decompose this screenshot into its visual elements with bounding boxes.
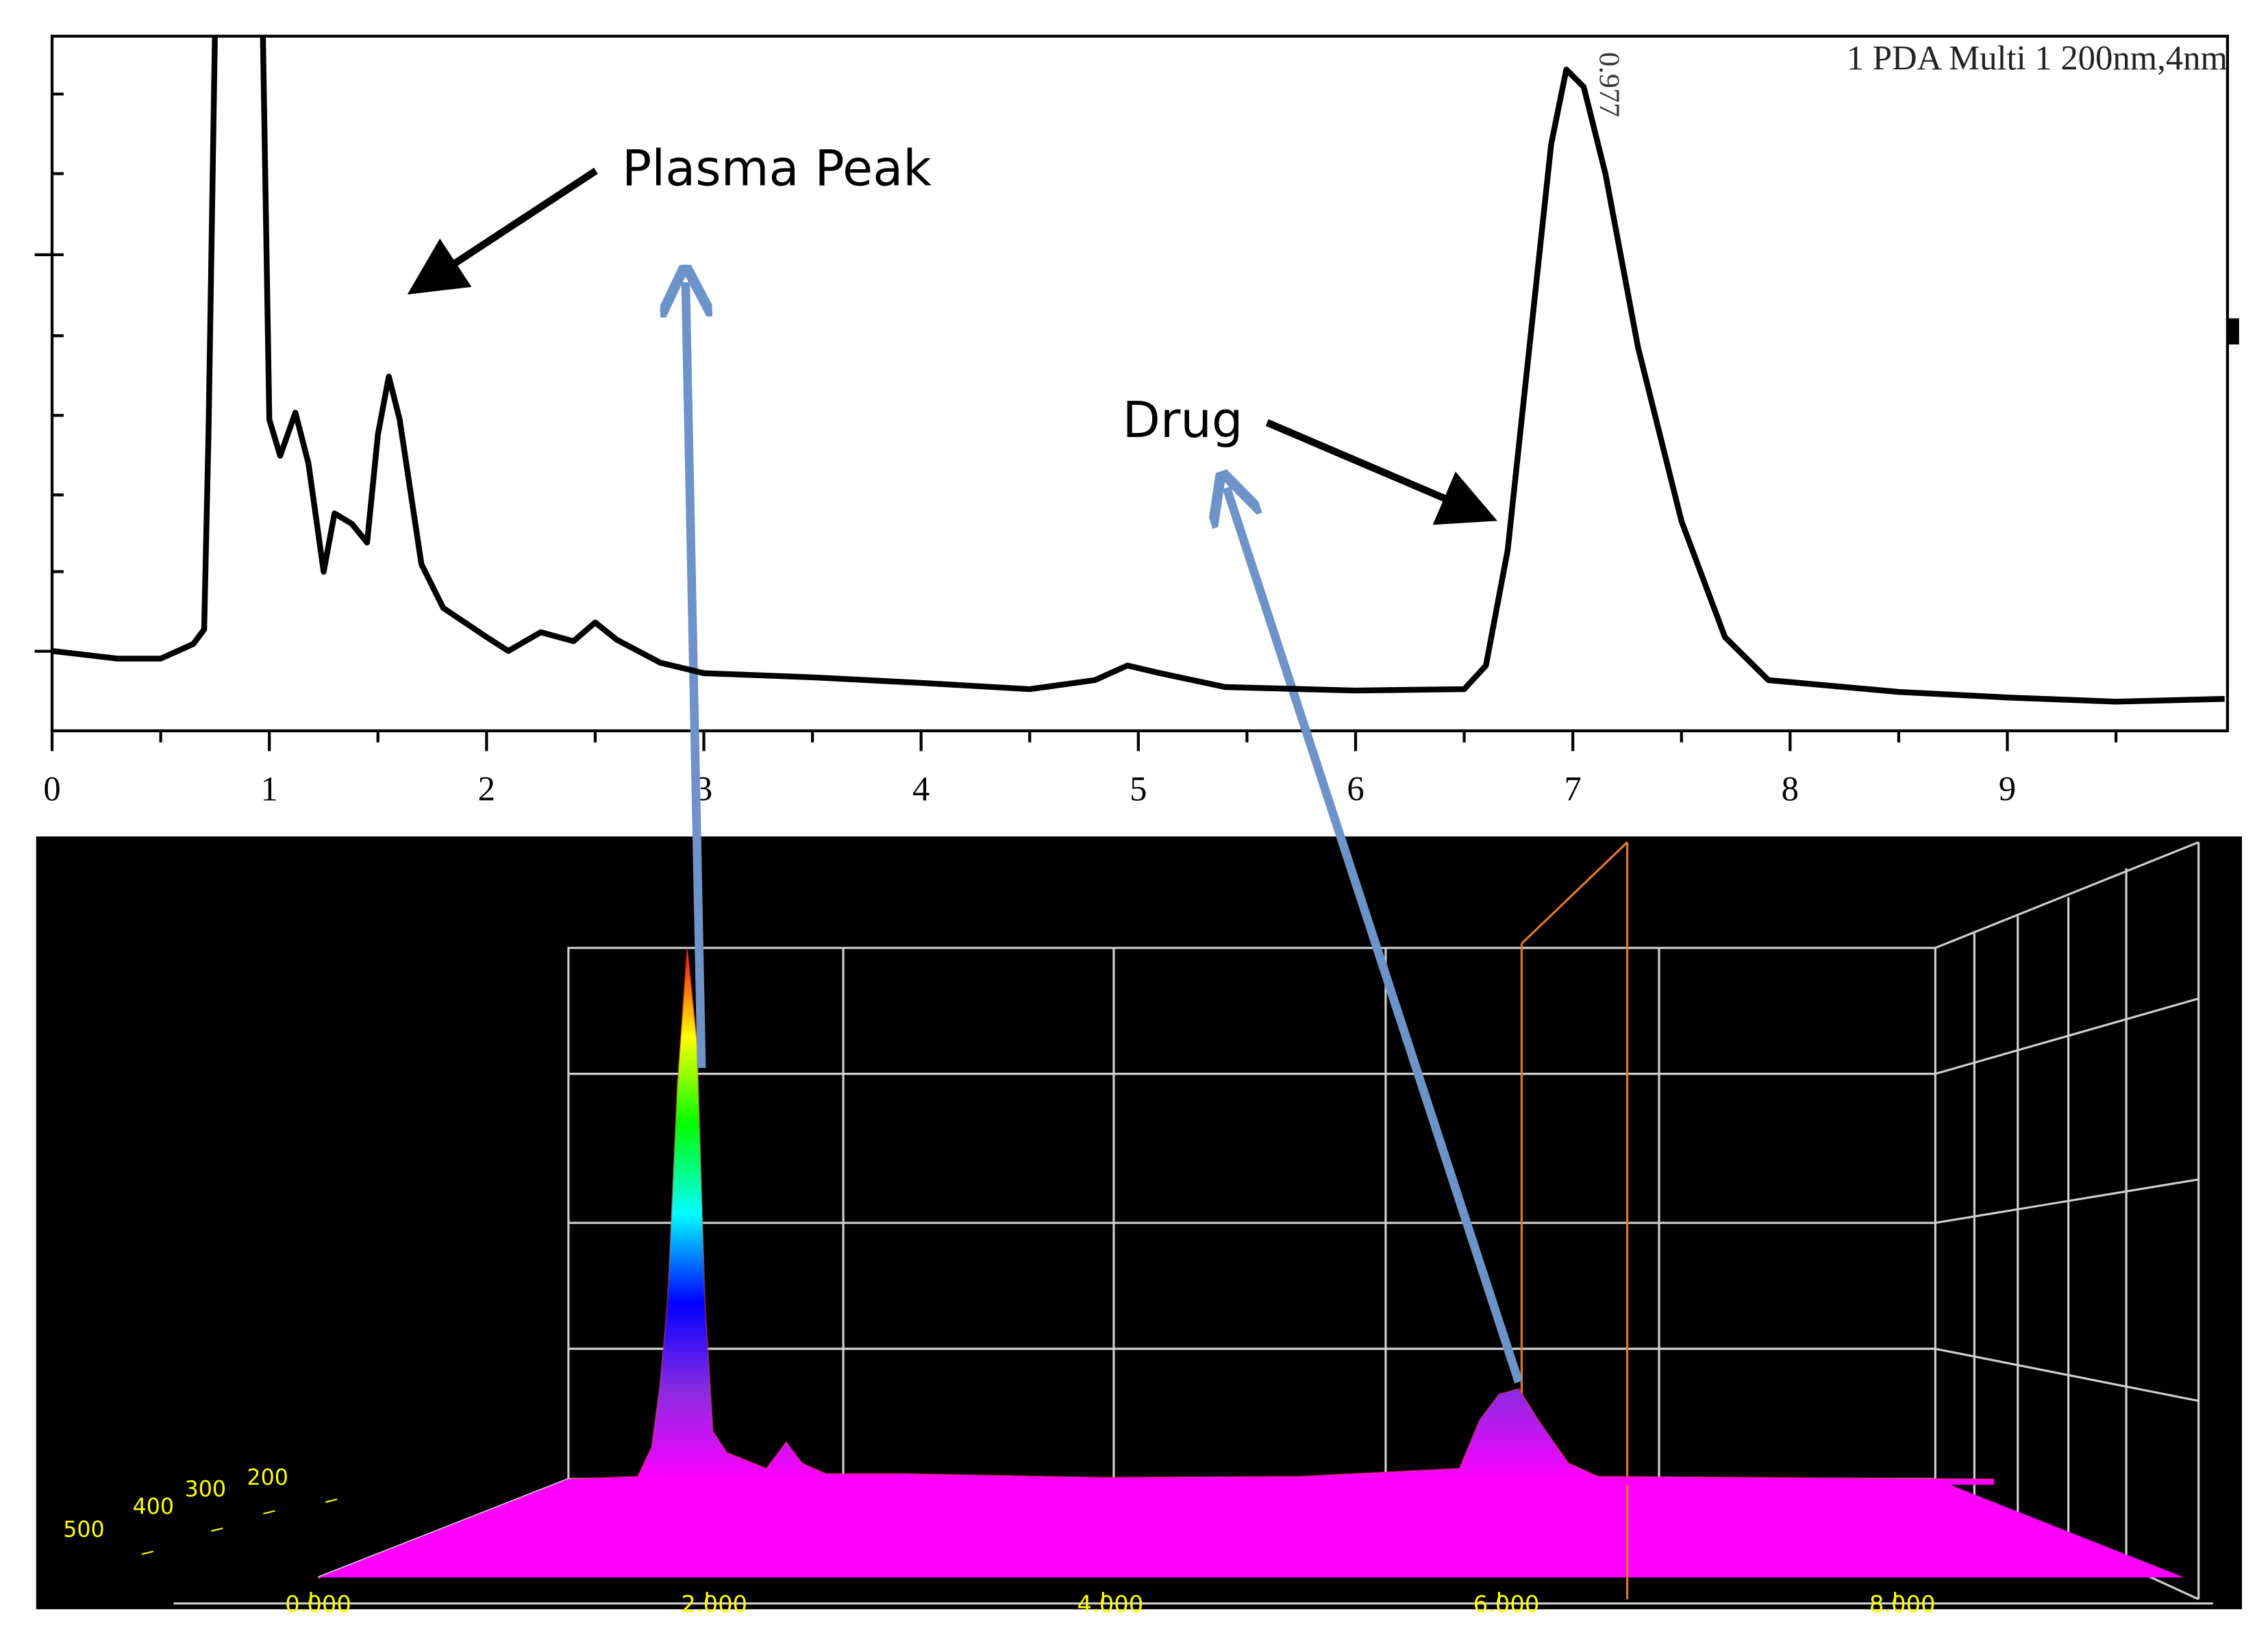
x-tick-label: 0 [43, 769, 60, 808]
x-tick-label: 2 [478, 769, 495, 808]
x-tick-label: 6 [1347, 769, 1364, 808]
x-tick-label: 4.000 [1077, 1591, 1144, 1618]
x-tick-label: 7 [1564, 769, 1581, 808]
x-tick-label: 2.000 [681, 1591, 747, 1618]
z-tick-label: 500 [63, 1518, 104, 1543]
annotation: Plasma Peak [622, 139, 932, 197]
z-tick-label: 300 [185, 1478, 226, 1502]
x-tick-label: 0.000 [285, 1591, 351, 1618]
connector-arrow [1227, 488, 1523, 1384]
surface-layer: 0.000 2.000 4.000 6.000 8.000 200 300 400 500 [63, 947, 1995, 1618]
x-tick-label: 8.000 [1869, 1591, 1936, 1618]
annotation: Drug [1123, 391, 1243, 449]
z-tick [325, 1498, 338, 1503]
arrow [407, 167, 598, 295]
peak-label: 0.977 [1593, 52, 1625, 117]
x-tick-label: 5 [1130, 769, 1147, 808]
z-tick [141, 1550, 154, 1556]
z-tick [211, 1527, 223, 1532]
z-tick [263, 1510, 275, 1515]
legend-text: 1 PDA Multi 1 200nm,4nm [1847, 38, 2228, 77]
chromatogram-line [52, 36, 2225, 705]
x-tick-label: 1 [261, 769, 278, 808]
x-tick-label: 9 [1999, 769, 2016, 808]
z-tick-label: 200 [247, 1466, 288, 1491]
plot-frame [50, 34, 2229, 733]
x-tick-label: 4 [912, 769, 930, 808]
surface-profile [568, 947, 1995, 1480]
x-tick-label: 8 [1782, 769, 1799, 808]
surface-fill [568, 947, 1995, 1485]
x-tick-label: 6.000 [1473, 1591, 1540, 1618]
z-tick-label: 400 [133, 1495, 174, 1519]
grid-3d [173, 841, 2213, 1605]
surface-floor [318, 1479, 2184, 1578]
cursor [1520, 841, 1629, 1599]
connector-arrow [686, 282, 701, 1069]
edge-marker [2227, 318, 2239, 345]
arrow [1265, 419, 1497, 525]
